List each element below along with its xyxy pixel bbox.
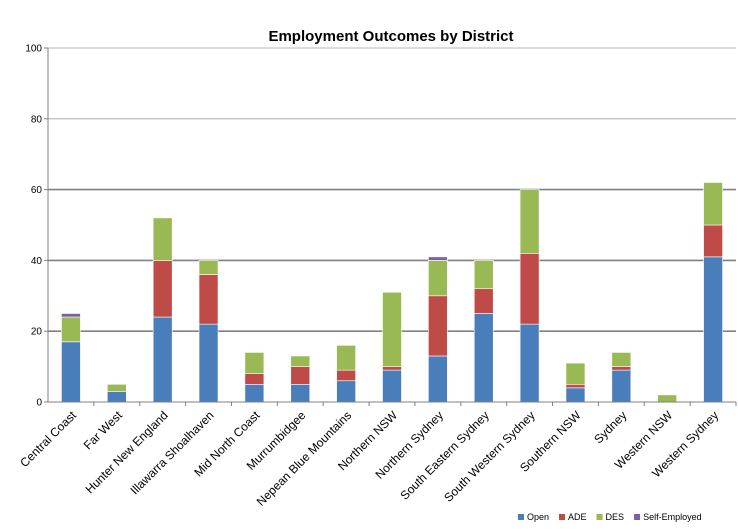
legend-label: Open: [527, 512, 549, 522]
legend-swatch: [634, 514, 641, 520]
x-category-label: Illawarra Shoalhaven: [128, 408, 217, 497]
bar-segment-des: [336, 345, 356, 371]
y-tick-label: 80: [31, 114, 43, 125]
legend-label: ADE: [568, 512, 587, 522]
x-category-label: Hunter New England: [83, 408, 171, 496]
bar-segment-open: [703, 256, 723, 403]
bar-segment-open: [519, 323, 540, 403]
bar-segment-ade: [290, 366, 311, 385]
bar-segment-open: [428, 355, 448, 403]
bar-segment-ade: [244, 373, 265, 385]
bar-segment-des: [703, 182, 723, 226]
bar-segment-open: [290, 383, 311, 403]
bar-segment-ade: [382, 366, 402, 371]
bar-segment-open: [473, 313, 494, 403]
bar-segment-open: [61, 341, 81, 403]
legend: Open ADE DES Self-Employed: [518, 512, 702, 522]
bar-segment-ade: [336, 369, 356, 382]
bar-segment-ade: [703, 224, 723, 258]
bar-segment-open: [198, 323, 219, 403]
bar-segment-des: [611, 352, 632, 367]
legend-swatch: [559, 514, 566, 520]
bar-segment-open: [382, 369, 402, 403]
y-tick-label: 100: [25, 44, 42, 55]
bar-segment-ade: [519, 253, 540, 325]
bar-segment-open: [152, 316, 173, 403]
bar-segment-des: [473, 260, 494, 290]
bar-segment-ade: [152, 260, 173, 318]
axes: 0 20 40 60 80 100 Central Coast Far WestHunter …: [17, 44, 737, 509]
legend-swatch: [518, 514, 524, 520]
bar-segment-des: [290, 355, 311, 367]
bar-segment-des: [519, 189, 540, 254]
bar-segment-ade: [565, 383, 586, 389]
bar-segment-open: [565, 387, 586, 403]
y-tick-label: 0: [36, 398, 42, 409]
bar-segment-ade: [428, 295, 448, 357]
bar-segment-des: [657, 394, 678, 403]
bar-segment-des: [382, 291, 402, 367]
legend-swatch: [596, 514, 603, 520]
x-category-label: Far West: [81, 408, 126, 453]
bar-segment-des: [107, 383, 127, 392]
bar-segment-des: [152, 217, 173, 261]
bar-segment-open: [336, 380, 356, 403]
x-category-label: South Eastern Sydney: [398, 408, 492, 502]
bar-segment-self-employed: [428, 256, 448, 261]
bar-segment-ade: [611, 366, 632, 371]
bar-segment-des: [244, 352, 265, 374]
bar-segment-open: [611, 369, 632, 403]
y-tick-label: 20: [31, 327, 43, 338]
bar-segment-des: [565, 362, 586, 385]
bar-segment-open: [244, 383, 265, 403]
bar-segment-ade: [473, 288, 494, 314]
x-category-label: South Western Sydney: [441, 408, 538, 505]
bar-segment-ade: [198, 274, 219, 325]
bar-segment-open: [107, 391, 127, 403]
x-category-label: Sydney: [591, 408, 629, 446]
bar-segment-des: [428, 260, 448, 297]
legend-label: DES: [606, 512, 625, 522]
y-tick-label: 40: [31, 256, 43, 267]
chart-title: Employment Outcomes by District: [268, 28, 513, 45]
bars: [61, 182, 723, 403]
x-category-label: Central Coast: [17, 408, 79, 470]
gridlines: [48, 47, 736, 333]
bar-segment-des: [61, 316, 81, 343]
y-tick-label: 60: [31, 185, 43, 196]
bar-segment-self-employed: [61, 313, 81, 318]
legend-label: Self-Employed: [643, 512, 702, 522]
bar-segment-des: [198, 260, 219, 275]
